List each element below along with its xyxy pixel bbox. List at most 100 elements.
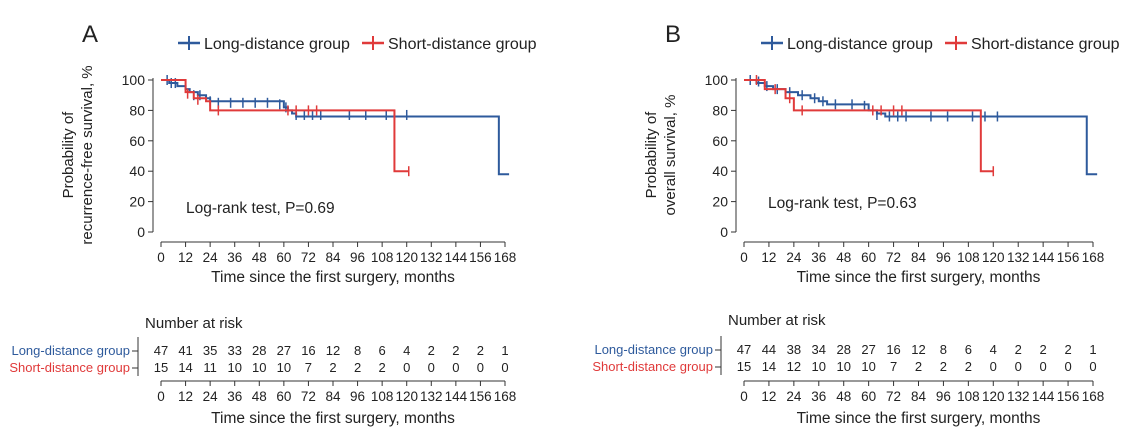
risk-value: 12 [911,342,925,357]
risk-x-tick-label-120: 120 [395,389,418,404]
risk-value: 0 [403,360,410,375]
risk-x-tick-label-72: 72 [886,389,901,404]
series-0 [161,75,510,176]
risk-value: 34 [812,342,826,357]
risk-x-tick-label-96: 96 [936,389,951,404]
x-axis-label: Time since the first surgery, months [797,269,1041,286]
y-tick-label-0: 0 [137,224,145,240]
risk-value: 2 [379,360,386,375]
risk-value: 11 [203,360,217,375]
y-axis-label-line-0: Probability of [643,111,660,199]
risk-value: 0 [501,360,508,375]
x-tick-label-36: 36 [811,250,826,265]
x-tick-label-168: 168 [1082,250,1105,265]
risk-value: 14 [178,360,192,375]
risk-value: 14 [762,359,776,374]
x-tick-label-96: 96 [350,250,365,265]
y-tick-label-80: 80 [712,102,728,118]
risk-x-tick-label-156: 156 [1057,389,1080,404]
risk-x-tick-label-168: 168 [1082,389,1105,404]
risk-x-tick-label-36: 36 [227,389,242,404]
risk-row-label-1: Short-distance group [592,359,713,374]
risk-value: 28 [252,343,266,358]
risk-value: 41 [178,343,192,358]
risk-value: 8 [940,342,947,357]
risk-x-tick-label-72: 72 [301,389,316,404]
x-tick-label-144: 144 [445,250,468,265]
risk-value: 2 [965,359,972,374]
x-tick-label-24: 24 [786,250,802,265]
x-tick-label-132: 132 [420,250,443,265]
y-tick-label-60: 60 [712,133,728,149]
risk-x-tick-label-96: 96 [350,389,365,404]
risk-value: 33 [227,343,241,358]
y-axis-label-line-1: overall survival, % [662,95,679,216]
risk-x-tick-label-60: 60 [276,389,291,404]
y-tick-label-100: 100 [122,72,146,88]
risk-value: 2 [428,343,435,358]
survival-curve-1 [744,79,994,173]
risk-value: 0 [452,360,459,375]
risk-value: 1 [1089,342,1096,357]
risk-x-tick-label-24: 24 [786,389,802,404]
y-tick-label-80: 80 [129,102,145,118]
risk-value: 0 [1089,359,1096,374]
risk-x-tick-label-84: 84 [911,389,927,404]
risk-x-tick-label-48: 48 [836,389,851,404]
x-tick-label-60: 60 [276,250,291,265]
survival-curve-0 [744,79,1098,176]
risk-value: 2 [354,360,361,375]
risk-row-label-0: Long-distance group [11,343,130,358]
x-tick-label-168: 168 [494,250,517,265]
risk-value: 2 [1040,342,1047,357]
risk-x-tick-label-84: 84 [325,389,341,404]
legend-label-0: Long-distance group [787,36,933,53]
legend: Long-distance group Short-distance group [178,36,537,53]
risk-value: 0 [1040,359,1047,374]
risk-x-tick-label-12: 12 [761,389,776,404]
risk-value: 4 [990,342,997,357]
risk-x-tick-label-144: 144 [445,389,468,404]
risk-x-tick-label-156: 156 [469,389,492,404]
series-1 [744,75,995,177]
x-tick-label-96: 96 [936,250,951,265]
x-tick-label-84: 84 [325,250,341,265]
risk-value: 1 [501,343,508,358]
x-tick-label-132: 132 [1007,250,1030,265]
risk-value: 10 [861,359,875,374]
risk-value: 10 [227,360,241,375]
y-axis-label: Probability of overall survival, % [643,95,679,216]
x-tick-label-108: 108 [957,250,980,265]
risk-x-tick-label-36: 36 [811,389,826,404]
risk-value: 6 [965,342,972,357]
x-tick-label-72: 72 [301,250,316,265]
risk-value: 7 [305,360,312,375]
panel-a: A Long-distance group Short-distance group… [9,21,536,427]
y-tick-label-20: 20 [712,194,728,210]
y-axis-label: Probability of recurrence-free survival, … [60,65,96,244]
risk-x-tick-label-0: 0 [740,389,748,404]
risk-value: 4 [403,343,410,358]
risk-x-tick-label-24: 24 [203,389,219,404]
risk-value: 12 [787,359,801,374]
x-tick-label-144: 144 [1032,250,1055,265]
risk-x-tick-label-108: 108 [957,389,980,404]
risk-value: 47 [737,342,751,357]
y-axis-label-line-1: recurrence-free survival, % [79,65,96,244]
y-tick-label-100: 100 [705,72,729,88]
risk-value: 0 [428,360,435,375]
panel-label: B [665,21,681,48]
risk-value: 0 [1064,359,1071,374]
y-tick-label-40: 40 [712,163,728,179]
risk-value: 2 [940,359,947,374]
risk-row-label-1: Short-distance group [9,360,130,375]
risk-value: 27 [277,343,291,358]
risk-value: 2 [915,359,922,374]
legend: Long-distance group Short-distance group [761,36,1120,53]
risk-value: 16 [886,342,900,357]
x-tick-label-108: 108 [371,250,394,265]
risk-value: 2 [1015,342,1022,357]
x-tick-label-72: 72 [886,250,901,265]
